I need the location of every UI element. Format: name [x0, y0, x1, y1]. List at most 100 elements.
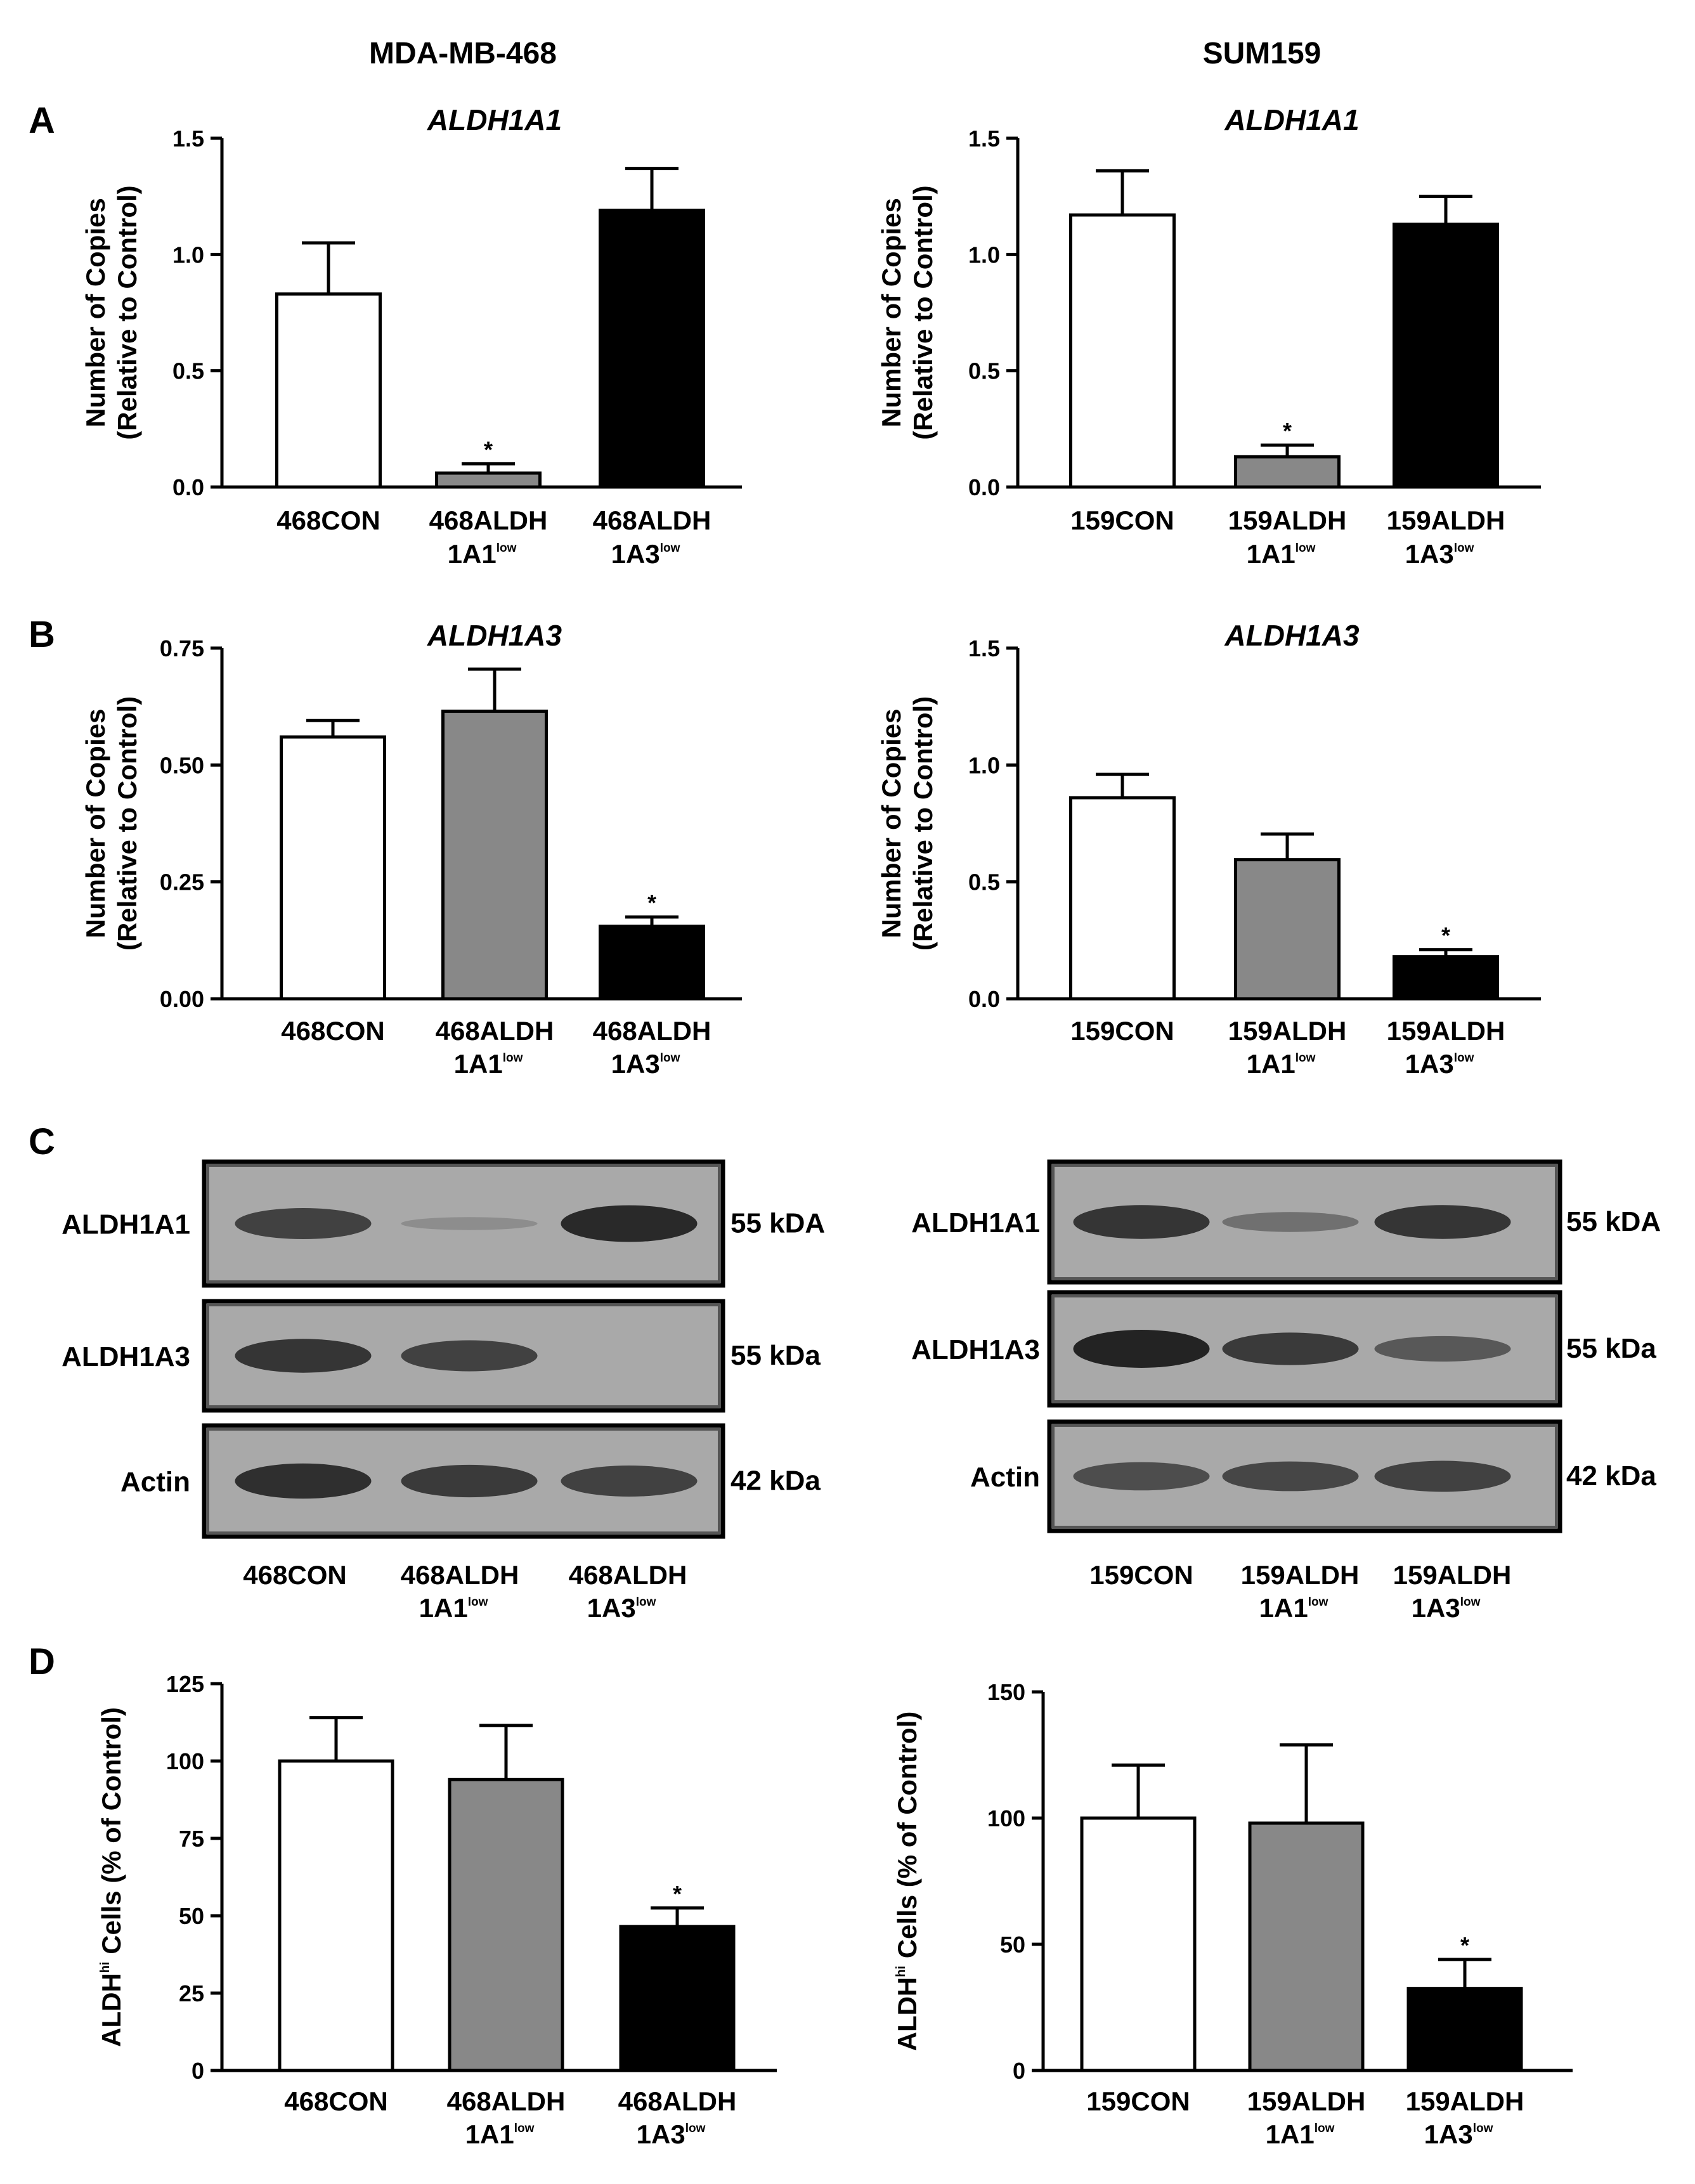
x-category-label-line1: 159ALDH [1406, 2086, 1524, 2116]
significance-marker: * [1283, 418, 1292, 444]
blot-lane-label-line1: 468ALDH [569, 1560, 687, 1590]
blot-lane-label-line2-main: 1A3 [587, 1593, 636, 1623]
blot-protein-label: ALDH1A1 [911, 1207, 1040, 1238]
blot-lane-label-line2-sup: low [1460, 1596, 1481, 1609]
western-blots: ALDH1A1 55 kDA ALDH1A3 55 kDa Actin 42 kDa 468… [62, 1159, 1661, 1623]
blot-lane-label-line1: 159ALDH [1393, 1560, 1512, 1590]
blot-membrane-inner [207, 1304, 720, 1408]
protein-band [235, 1463, 372, 1499]
y-axis-label-line1: Number of Copies [81, 709, 110, 939]
header-right: SUM159 [1203, 37, 1322, 70]
blot-lane-label-line2-sup: low [468, 1596, 488, 1609]
significance-marker: * [484, 436, 493, 462]
x-category-label-line2-sup: low [660, 542, 680, 555]
y-tick-label: 0.5 [172, 358, 204, 384]
bar [278, 1759, 394, 2072]
chart-a_right: ALDH1A1 Number of Copies (Relative to Cont… [876, 103, 1541, 569]
blot-lane-label-line1: 159ALDH [1241, 1560, 1360, 1590]
protein-band [235, 1208, 372, 1239]
significance-marker: * [1460, 1932, 1469, 1958]
x-category-label-line1: 159CON [1086, 2086, 1190, 2116]
x-category-label-line2: 1A1low [1266, 2119, 1335, 2149]
y-tick-label: 1.5 [172, 126, 204, 152]
y-tick-label: 0.0 [968, 474, 1000, 500]
y-tick-label: 1.0 [172, 242, 204, 268]
y-axis-label: ALDHhi Cells (% of Control) [96, 1707, 126, 2047]
blot-protein-label: Actin [120, 1467, 190, 1498]
chart-d_right: ALDHhi Cells (% of Control) 0 50 100 150 159C… [892, 1679, 1573, 2149]
chart-b_right: ALDH1A3 Number of Copies (Relative to Cont… [876, 619, 1541, 1079]
blot-lane-label-line2: 1A1low [419, 1593, 488, 1623]
y-axis-label-line2: (Relative to Control) [908, 185, 938, 439]
x-category-label-line2-sup: low [514, 2122, 535, 2135]
bar [441, 710, 548, 1001]
blot-size-label: 55 kDA [1566, 1206, 1661, 1237]
chart-title: ALDH1A3 [427, 619, 562, 652]
x-category-label-line2-sup: low [497, 542, 517, 555]
x-category-label-line2: 1A3low [1405, 1049, 1474, 1079]
x-category-label-line2-main: 1A3 [1405, 539, 1454, 569]
y-axis-label-rest: Cells (% of Control) [96, 1707, 126, 1961]
blot-membrane-inner [1052, 1164, 1557, 1280]
blot-protein-label: ALDH1A3 [62, 1341, 190, 1372]
x-category-label-line2-main: 1A1 [448, 539, 497, 569]
y-tick-label: 150 [987, 1679, 1025, 1705]
bar [1248, 1821, 1365, 2072]
y-tick-label: 0.25 [160, 869, 204, 895]
x-category-label-line2-main: 1A1 [454, 1049, 503, 1079]
bar [599, 925, 705, 1001]
y-axis-label-line1: Number of Copies [876, 198, 906, 427]
x-category-label-line1: 468ALDH [436, 1016, 554, 1046]
bar [275, 292, 382, 489]
blot-size-label: 42 kDa [1566, 1460, 1656, 1492]
chart-title: ALDH1A1 [1224, 103, 1359, 136]
y-tick-label: 0.0 [172, 474, 204, 500]
x-category-label-line2-main: 1A3 [611, 539, 660, 569]
protein-band [1374, 1205, 1511, 1239]
x-category-label-line2: 1A1low [1247, 1049, 1316, 1079]
y-axis-label-line1: Number of Copies [876, 709, 906, 939]
y-axis-label-line1: Number of Copies [81, 198, 110, 427]
protein-band [401, 1340, 538, 1372]
panel-letter-a: A [29, 100, 55, 141]
x-category-label-line2-sup: low [1296, 1051, 1316, 1065]
x-category-label-line2-sup: low [660, 1051, 680, 1065]
significance-marker: * [647, 890, 656, 916]
chart-title: ALDH1A1 [427, 103, 562, 136]
x-category-label-line1: 468CON [281, 1016, 384, 1046]
x-category-label-line2: 1A3low [1405, 539, 1474, 569]
x-category-label-line1: 468ALDH [618, 2086, 737, 2116]
blot-lane-label-line1: 468ALDH [401, 1560, 519, 1590]
blot-lane-label-line1: 468CON [243, 1560, 346, 1590]
y-axis-label-rest: Cells (% of Control) [892, 1712, 922, 1966]
x-category-label-line1: 468ALDH [429, 505, 548, 535]
blot-c_left: ALDH1A1 55 kDA ALDH1A3 55 kDa Actin 42 kDa 468… [62, 1159, 825, 1623]
bar [280, 735, 386, 1001]
blot-lane-label-line2-main: 1A3 [1412, 1593, 1460, 1623]
blot-membrane-inner [207, 1428, 720, 1534]
y-axis-label-line2: (Relative to Control) [112, 185, 142, 439]
y-axis-label: ALDHhi Cells (% of Control) [892, 1712, 922, 2051]
chart-b_left: ALDH1A3 Number of Copies (Relative to Cont… [81, 619, 742, 1079]
blot-membrane-inner [207, 1164, 720, 1283]
header-left: MDA-MB-468 [369, 37, 557, 70]
x-category-label-line2-main: 1A3 [1405, 1049, 1454, 1079]
y-axis-label-main: ALDH [96, 1973, 126, 2047]
x-category-label-line2: 1A3low [1424, 2119, 1493, 2149]
x-category-label-line1: 468CON [284, 2086, 387, 2116]
protein-band [235, 1339, 372, 1373]
x-category-label-line2-sup: low [1454, 1051, 1474, 1065]
blot-lane-label-line1: 159CON [1089, 1560, 1193, 1590]
bar [619, 1925, 736, 2072]
x-category-label-line2-main: 1A3 [637, 2119, 685, 2149]
x-category-label-line2-sup: low [1454, 542, 1474, 555]
protein-band [1073, 1205, 1210, 1239]
x-category-label-line2: 1A3low [611, 1049, 680, 1079]
y-tick-label: 125 [166, 1671, 204, 1697]
blot-size-label: 55 kDA [731, 1208, 825, 1239]
y-tick-label: 1.0 [968, 752, 1000, 778]
x-category-label-line2: 1A1low [1247, 539, 1316, 569]
bar [599, 209, 705, 489]
bar [448, 1778, 564, 2072]
